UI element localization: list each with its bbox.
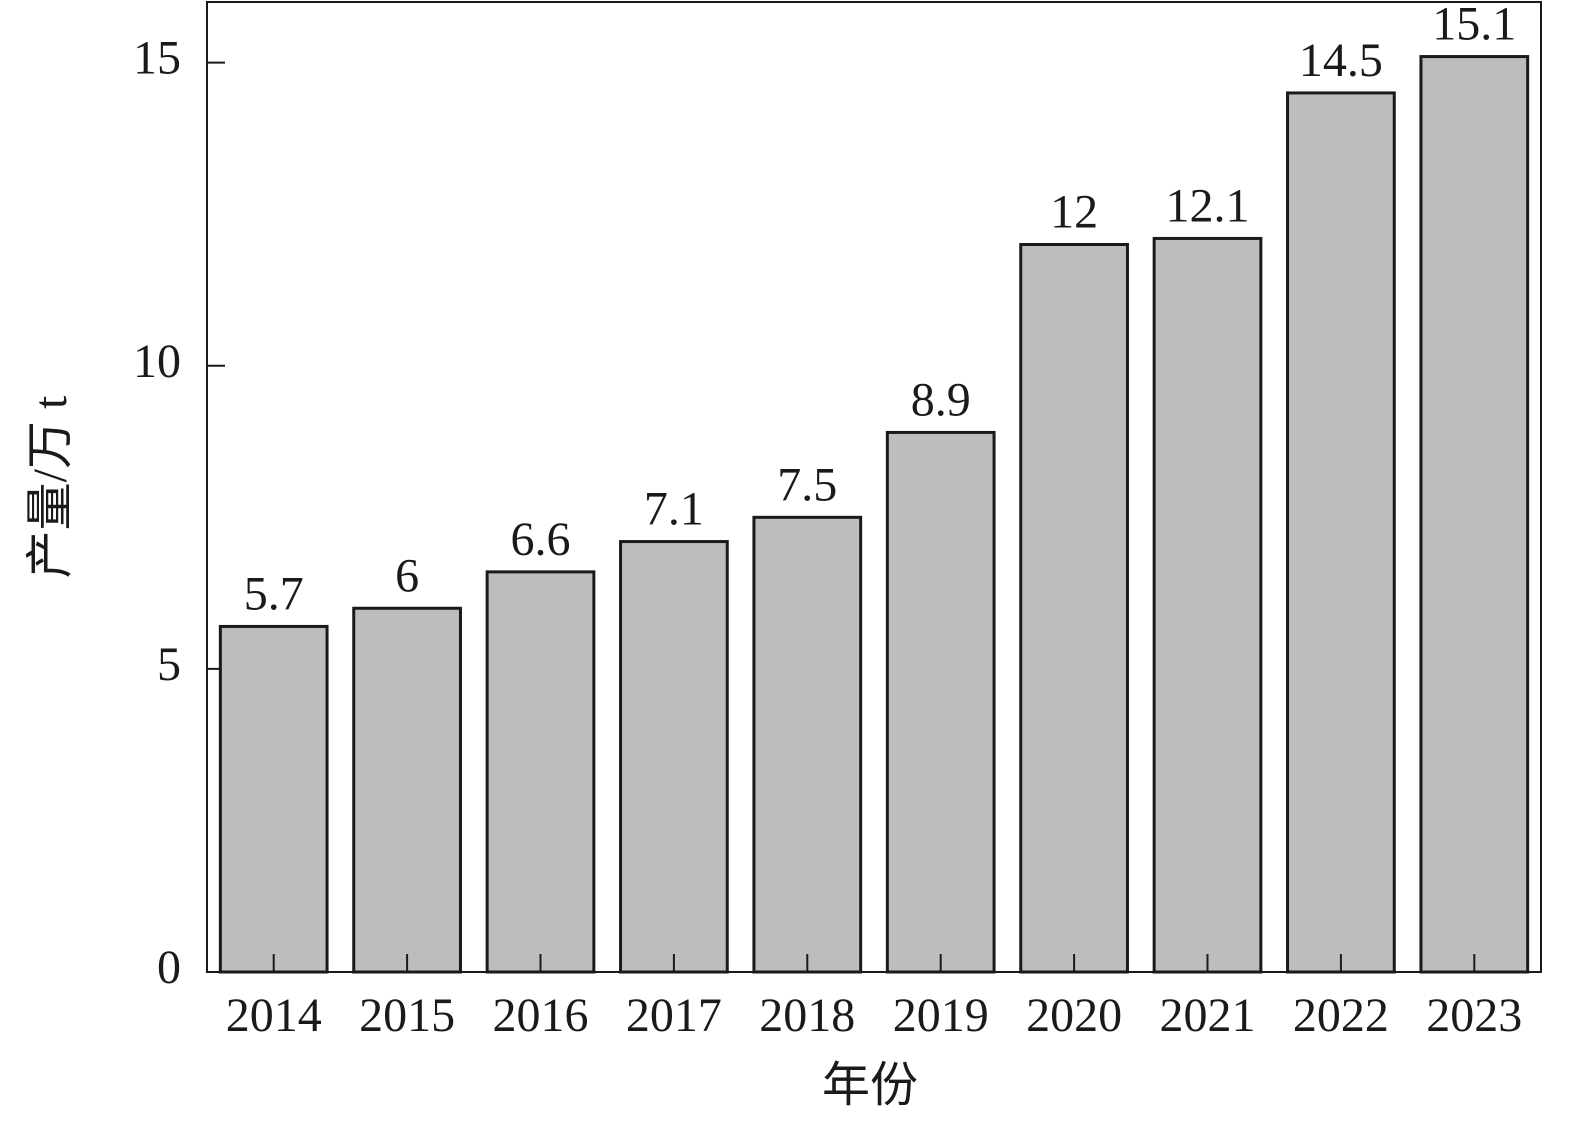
bar — [352, 606, 462, 974]
value-label: 14.5 — [1299, 34, 1383, 87]
x-tick-label: 2014 — [226, 989, 322, 1042]
value-label: 7.1 — [644, 483, 704, 536]
y-tick-label: 10 — [133, 335, 181, 388]
x-tick-label: 2021 — [1160, 989, 1256, 1042]
bar — [619, 540, 729, 974]
y-tick-label: 15 — [133, 32, 181, 85]
bar — [752, 515, 863, 974]
value-label: 15.1 — [1432, 0, 1516, 51]
x-tick-label: 2016 — [493, 989, 589, 1042]
x-tick-label: 2018 — [759, 989, 855, 1042]
bar — [1019, 243, 1129, 974]
y-tick-label: 0 — [157, 941, 181, 994]
x-tick-label: 2022 — [1293, 989, 1389, 1042]
bar — [1152, 236, 1263, 974]
x-tick-label: 2023 — [1426, 989, 1522, 1042]
bar — [485, 570, 596, 974]
value-label: 6.6 — [511, 513, 571, 566]
y-axis-label: 产量/万 t — [24, 395, 77, 578]
value-label: 5.7 — [244, 567, 304, 620]
value-label: 8.9 — [911, 373, 971, 426]
x-tick-label: 2019 — [893, 989, 989, 1042]
bar — [885, 430, 996, 974]
y-tick-label: 5 — [157, 638, 181, 691]
value-label: 6 — [395, 549, 419, 602]
bar — [1419, 55, 1530, 974]
bar — [1286, 91, 1396, 974]
x-axis-label: 年份 — [822, 1059, 918, 1112]
x-tick-label: 2015 — [359, 989, 455, 1042]
x-tick-label: 2020 — [1026, 989, 1122, 1042]
x-tick-label: 2017 — [626, 989, 722, 1042]
plot-frame — [206, 1, 1542, 973]
value-label: 12.1 — [1166, 179, 1250, 232]
value-label: 7.5 — [777, 458, 837, 511]
value-label: 12 — [1050, 186, 1098, 239]
bar — [218, 624, 329, 974]
